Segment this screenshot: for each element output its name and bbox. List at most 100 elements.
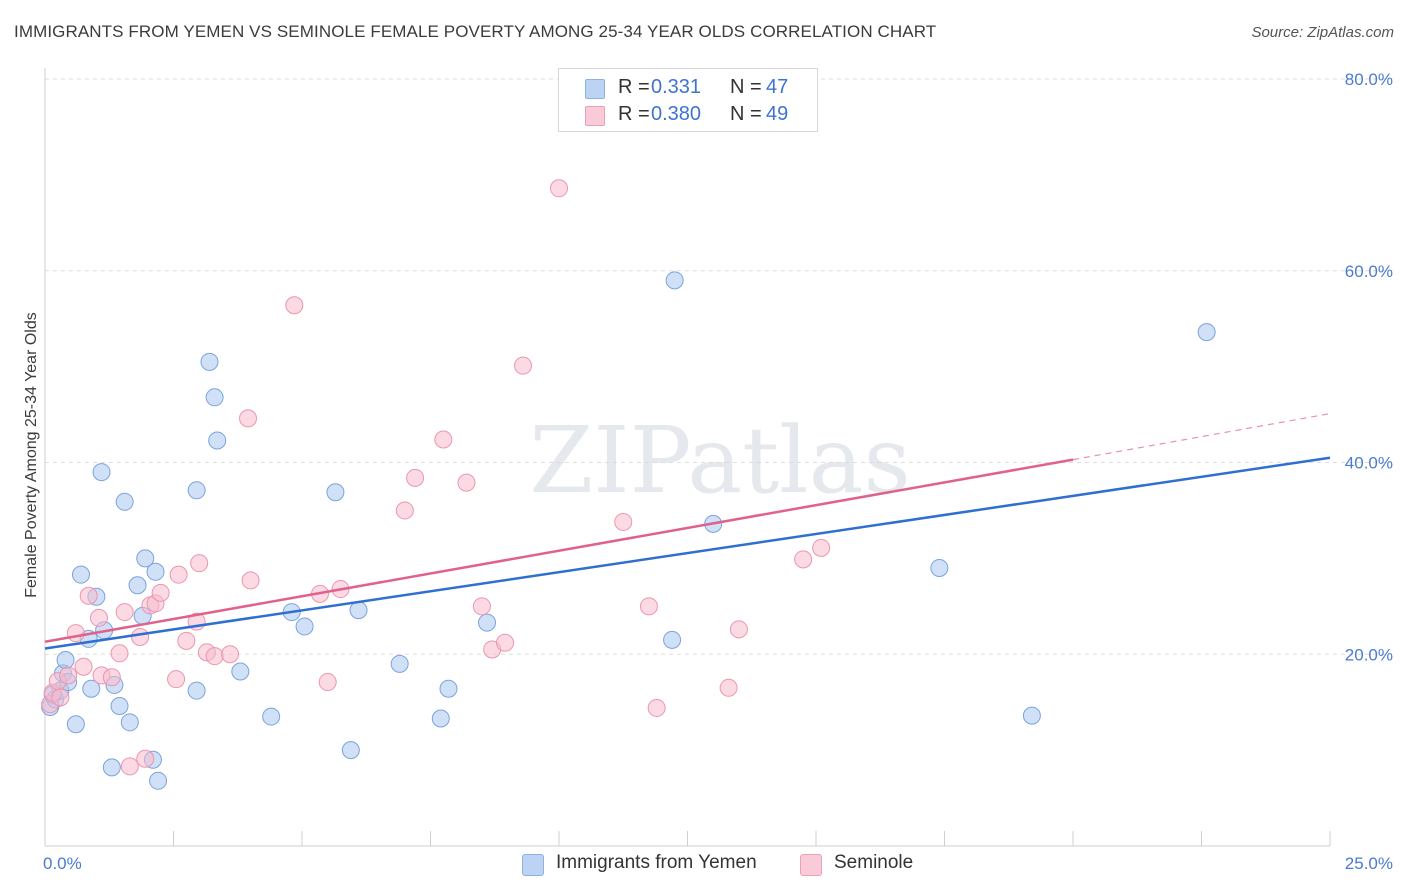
bottom-legend-swatch-seminole — [800, 854, 822, 876]
point-yemen — [1022, 706, 1041, 725]
point-seminole — [514, 356, 533, 375]
point-yemen — [136, 549, 155, 568]
point-yemen — [66, 715, 85, 734]
point-seminole — [457, 473, 476, 492]
x-tick-label: 25.0% — [1345, 854, 1393, 873]
point-yemen — [262, 707, 281, 726]
point-seminole — [614, 512, 633, 531]
point-seminole — [241, 571, 260, 590]
y-tick-label: 60.0% — [1345, 262, 1393, 281]
point-seminole — [729, 620, 748, 639]
point-seminole — [167, 670, 186, 689]
legend-n-value: 49 — [766, 103, 789, 125]
chart-title: IMMIGRANTS FROM YEMEN VS SEMINOLE FEMALE… — [14, 22, 937, 41]
point-yemen — [930, 558, 949, 577]
data-points — [41, 179, 1216, 790]
point-yemen — [120, 713, 139, 732]
legend-n-label: N = — [730, 76, 762, 98]
y-axis-label: Female Poverty Among 25-34 Year Olds — [23, 312, 40, 598]
point-seminole — [719, 678, 738, 697]
point-yemen — [349, 601, 368, 620]
point-yemen — [431, 709, 450, 728]
point-yemen — [71, 565, 90, 584]
point-yemen — [56, 651, 75, 670]
point-seminole — [639, 597, 658, 616]
point-yemen — [208, 431, 227, 450]
legend-r-value: 0.380 — [651, 103, 702, 125]
point-seminole — [89, 608, 108, 627]
trend-line-yemen — [44, 456, 1331, 650]
point-yemen — [187, 481, 206, 500]
point-seminole — [66, 624, 85, 643]
point-yemen — [115, 492, 134, 511]
point-seminole — [120, 757, 139, 776]
point-yemen — [110, 697, 129, 716]
point-seminole — [472, 597, 491, 616]
point-seminole — [169, 565, 188, 584]
point-yemen — [231, 662, 250, 681]
point-yemen — [326, 483, 345, 502]
point-seminole — [177, 631, 196, 650]
grid-lines — [45, 78, 1392, 655]
bottom-legend-swatch-yemen — [522, 854, 544, 876]
point-seminole — [205, 647, 224, 666]
point-yemen — [665, 271, 684, 290]
point-seminole — [794, 550, 813, 569]
x-tick-label: 0.0% — [43, 854, 82, 873]
point-yemen — [341, 741, 360, 760]
bottom-legend-label-seminole: Seminole — [834, 852, 914, 873]
legend-swatch-yemen — [585, 79, 605, 99]
axes — [44, 68, 1331, 847]
trend-line-seminole — [44, 458, 1074, 644]
point-yemen — [92, 463, 111, 482]
bottom-legend-label-yemen: Immigrants from Yemen — [556, 852, 757, 873]
point-seminole — [190, 554, 209, 573]
point-yemen — [439, 679, 458, 698]
point-seminole — [221, 645, 240, 664]
point-yemen — [205, 388, 224, 407]
point-seminole — [102, 668, 121, 687]
point-yemen — [1197, 323, 1216, 342]
watermark: ZIPatlas — [529, 407, 910, 514]
point-seminole — [812, 538, 831, 557]
point-seminole — [406, 468, 425, 487]
y-tick-label: 40.0% — [1345, 454, 1393, 473]
point-seminole — [51, 688, 70, 707]
y-tick-label: 20.0% — [1345, 645, 1393, 664]
point-seminole — [434, 430, 453, 449]
point-yemen — [295, 617, 314, 636]
trend-lines — [44, 413, 1331, 650]
point-yemen — [102, 758, 121, 777]
point-yemen — [390, 654, 409, 673]
point-yemen — [146, 562, 165, 581]
point-seminole — [285, 296, 304, 315]
legend-box: R = 0.331 N = 47 R = 0.380 N = 49 — [558, 68, 818, 132]
point-seminole — [74, 657, 93, 676]
source-label: Source: ZipAtlas.com — [1251, 24, 1394, 41]
point-yemen — [128, 576, 147, 595]
point-yemen — [187, 681, 206, 700]
legend-n-value: 47 — [766, 76, 789, 98]
point-seminole — [136, 749, 155, 768]
point-yemen — [663, 630, 682, 649]
point-seminole — [550, 179, 568, 198]
point-seminole — [151, 583, 170, 602]
legend-r-label: R = — [618, 103, 650, 125]
point-seminole — [131, 627, 150, 646]
point-seminole — [647, 698, 666, 717]
point-seminole — [115, 603, 134, 622]
point-seminole — [318, 673, 337, 692]
legend-r-value: 0.331 — [651, 76, 702, 98]
point-yemen — [200, 352, 219, 371]
point-yemen — [82, 679, 101, 698]
point-seminole — [59, 666, 78, 685]
point-yemen — [478, 613, 497, 632]
y-tick-label: 80.0% — [1345, 70, 1393, 89]
legend-swatch-seminole — [585, 106, 605, 126]
trend-line-seminole-extension — [1072, 413, 1331, 461]
legend-r-label: R = — [618, 76, 650, 98]
point-seminole — [79, 586, 98, 605]
point-yemen — [149, 771, 168, 790]
point-seminole — [239, 409, 258, 428]
